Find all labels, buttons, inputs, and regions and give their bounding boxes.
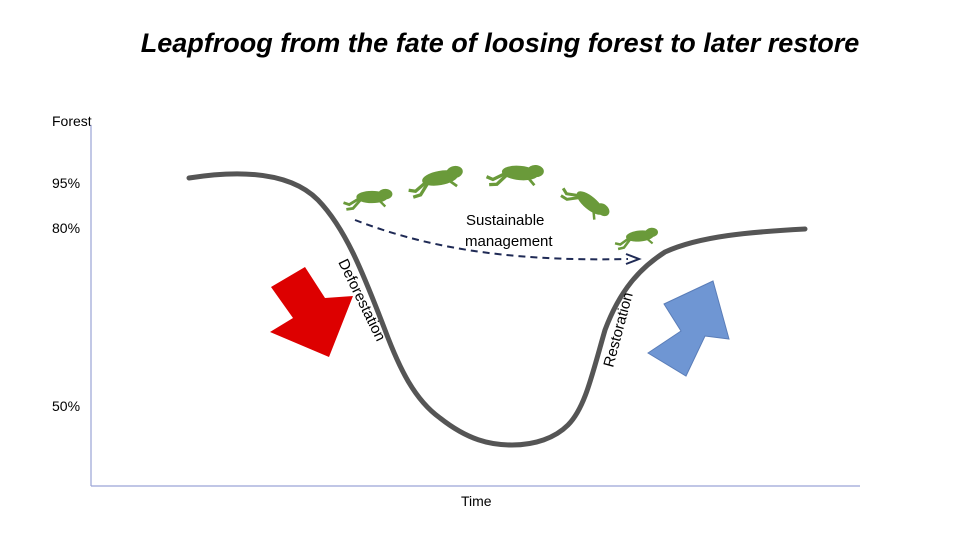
x-axis-label: Time <box>461 493 492 509</box>
y-axis-label: Forest <box>52 113 92 129</box>
frog-icon <box>404 163 467 200</box>
sustainable-arrowhead <box>625 253 642 265</box>
sustainable-label-line1: Sustainable <box>466 212 544 229</box>
forest-curve <box>186 171 808 448</box>
y-tick-95: 95% <box>52 175 81 191</box>
frog-icon <box>484 159 546 191</box>
frog-icon <box>557 176 613 228</box>
diagram-title: Leapfroog from the fate of loosing fores… <box>140 28 860 58</box>
frog-icon <box>342 187 394 211</box>
restoration-arrow <box>647 280 730 377</box>
deforestation-arrow <box>270 267 353 357</box>
y-tick-80: 80% <box>52 220 81 236</box>
y-tick-50: 50% <box>52 398 81 414</box>
sustainable-management-arrow <box>354 219 629 261</box>
sustainable-label-line2: management <box>465 233 553 250</box>
frog-icon <box>612 226 661 251</box>
